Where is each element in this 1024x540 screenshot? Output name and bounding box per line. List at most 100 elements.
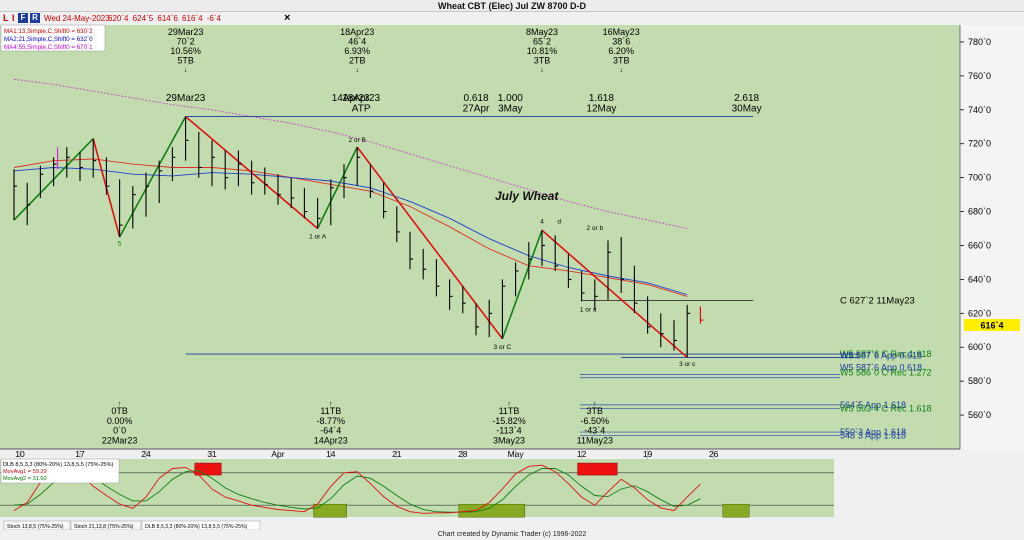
swing-stat-label: 65`2	[533, 37, 551, 47]
moving-averages	[13, 78, 688, 297]
ohlc-bar	[422, 248, 427, 280]
ohlc-bar	[686, 304, 691, 358]
ohlc-bar	[277, 174, 281, 205]
arrow-up-icon: ↑	[593, 401, 597, 408]
ohlc-bar	[594, 279, 598, 310]
swing-stat-label: 0`0	[113, 426, 126, 436]
swing-label: 3 or c	[679, 361, 696, 368]
swing-stat-label: 14Apr23	[314, 435, 348, 445]
ohlc-bar	[383, 182, 387, 219]
time-target-label: 27Apr	[463, 104, 490, 115]
swing-stat-label: 5TB	[177, 56, 194, 66]
y-tick-label: 700`0	[968, 173, 991, 183]
ohlc-bar	[171, 147, 176, 182]
stoch-oversold-box	[722, 503, 750, 518]
swing-label: 5	[118, 240, 122, 247]
time-target-label: 2.618	[734, 93, 759, 104]
y-tick-label: 600`0	[968, 342, 991, 352]
swing-stat-label: 38`6	[612, 37, 630, 47]
ma-legend-box	[0, 24, 106, 52]
arrow-down-icon: ↓	[619, 67, 623, 74]
ohlc-bar	[303, 187, 308, 219]
tab-dlb[interactable]	[141, 520, 261, 530]
arrow-up-icon: ↑	[118, 401, 122, 408]
swing-stat-label: 8May23	[526, 27, 558, 37]
price-axis-area	[960, 25, 1024, 449]
ohlc-bar	[515, 262, 519, 297]
ohlc-bar	[647, 296, 651, 334]
title-bar: Wheat CBT (Elec) Jul ZW 8700 D-D	[0, 0, 1024, 12]
swing-label: 3 or C	[494, 344, 512, 351]
stoch-overbought-box	[194, 462, 222, 476]
window-title: Wheat CBT (Elec) Jul ZW 8700 D-D	[437, 1, 587, 11]
ohlc-bar	[488, 299, 493, 338]
tab-stoch-21-label: Stoch 21,13,8 (75%-25%)	[74, 524, 134, 530]
bar-prices: 620`4 624`5 614`6 616`4 -6`4	[108, 14, 221, 23]
swing-stat-label: 3May23	[493, 435, 525, 445]
stoch-oversold-box	[458, 503, 526, 518]
target-label: 564`5 App 1.618	[840, 400, 906, 410]
ohlc-bar	[633, 265, 638, 314]
bar-date: Wed 24-May-2023	[44, 14, 110, 23]
tb-icon-i[interactable]: I	[12, 13, 15, 23]
ohlc-bar	[501, 279, 506, 339]
target-label: W5 587`6 App 0.618	[840, 351, 922, 361]
swing-stat-label: 46`4	[348, 37, 366, 47]
ohlc-bar	[356, 147, 361, 187]
ohlc-bar	[211, 140, 215, 187]
stoch-legend-box	[0, 458, 120, 484]
stoch-legend-2: MovAvg1 = 59.29	[3, 469, 47, 475]
time-target-label: 1.000	[498, 93, 523, 104]
tb-icon-f[interactable]: F	[18, 13, 28, 23]
tb-icon-l[interactable]: L	[3, 13, 9, 23]
tab-stoch-21[interactable]	[70, 520, 142, 530]
stoch-overbought-box	[577, 462, 618, 476]
x-tick-label: 10	[15, 449, 25, 459]
stochastic-pane	[0, 462, 834, 518]
wave-line-down	[356, 146, 504, 340]
ohlc-bar	[620, 237, 625, 293]
arrow-up-icon: ↑	[329, 401, 333, 408]
ohlc-bar	[673, 320, 677, 351]
ohlc-bar	[92, 138, 97, 178]
target-label: W5 563`4 C Rec 1.618	[840, 403, 932, 413]
wave-line-up	[316, 146, 358, 229]
close-icon[interactable]: ×	[284, 12, 291, 24]
ohlc-bar	[119, 179, 123, 237]
swing-stat-label: -43`4	[584, 426, 605, 436]
footer-credit: Chart created by Dynamic Trader (c) 1996…	[437, 531, 587, 538]
wave-line-down	[541, 229, 688, 359]
ohlc-bar	[237, 150, 242, 187]
ohlc-bar	[330, 179, 334, 226]
ohlc-bar	[26, 182, 31, 226]
swing-stat-label: -8.77%	[317, 416, 346, 426]
swing-stat-label: 11TB	[499, 406, 520, 416]
y-tick-label: 580`0	[968, 376, 991, 386]
x-tick-label: 31	[207, 449, 217, 459]
swing-label: 1 or A	[309, 234, 327, 241]
ohlc-bar	[541, 230, 545, 266]
tb-icon-r[interactable]: R	[30, 13, 40, 23]
x-tick-label: 24	[141, 449, 151, 459]
ohlc-bar	[198, 131, 202, 178]
arrow-down-icon: ↓	[355, 67, 359, 74]
stoch-line	[13, 468, 701, 513]
time-target-label: 1.618	[589, 93, 614, 104]
x-tick-label: Apr	[271, 449, 284, 459]
time-target-label: 29Mar23	[166, 93, 206, 104]
tab-stoch-13[interactable]	[3, 520, 71, 530]
wave-line-up	[501, 229, 543, 340]
swing-stat-label: 18Apr23	[340, 27, 374, 37]
ma-legend-2: MA2:21,Simple,C,Shift0 = 632`0	[4, 36, 93, 43]
tab-stoch-13-label: Stoch 13,8,5 (75%-25%)	[7, 524, 64, 530]
swing-label: 2 or b	[586, 225, 603, 232]
ohlc-bar	[567, 253, 572, 288]
swing-stat-label: 6.93%	[344, 46, 370, 56]
ohlc-bar	[79, 152, 83, 182]
ohlc-bars	[13, 116, 704, 358]
ohlc-bar	[290, 177, 295, 209]
price-plot-area	[0, 25, 960, 449]
y-tick-label: 640`0	[968, 274, 991, 284]
